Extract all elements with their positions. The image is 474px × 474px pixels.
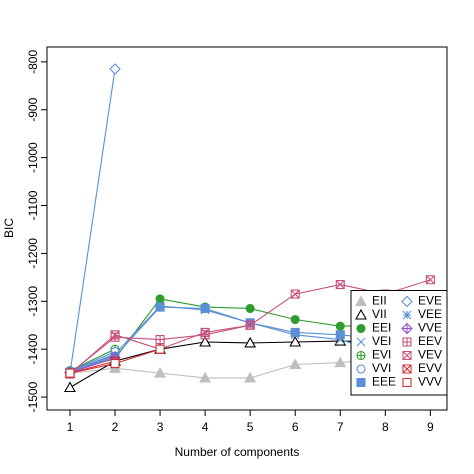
legend-label: VEI [372,334,391,348]
x-tick-label: 3 [157,420,164,434]
legend-marker [356,377,366,388]
x-tick-label: 4 [202,420,209,434]
y-tick-label: -1300 [26,286,40,317]
y-tick-label: -1200 [26,238,40,269]
point-marker [290,327,300,337]
legend-label: VEE [418,307,442,321]
point-marker [425,275,435,285]
y-tick-label: -1100 [26,190,40,220]
series-line [69,357,116,374]
legend-marker [356,337,366,347]
legend-box [350,290,448,396]
legend-label: VII [372,307,387,321]
legend-label: VEV [418,348,442,362]
plot-frame [46,46,448,411]
point-marker [199,371,212,383]
legend-marker [356,350,366,361]
point-marker [335,321,345,331]
legend-marker [355,308,367,320]
point-marker [335,330,345,340]
legend-marker [401,322,413,335]
point-marker [245,303,255,314]
x-axis-label: Number of components [175,445,300,459]
point-marker [334,356,347,368]
y-axis-label: BIC [2,218,16,238]
point-marker [200,327,210,337]
point-marker [65,368,75,378]
legend-marker [401,295,413,308]
point-marker [155,344,165,354]
legend-marker [356,364,366,374]
point-marker [289,358,302,370]
point-marker [199,335,212,347]
x-tick-label: 2 [112,420,119,434]
legend-marker [355,295,367,307]
x-tick-label: 8 [382,420,389,434]
point-marker [155,294,165,304]
point-marker [109,63,121,75]
legend-label: EEV [418,334,442,348]
point-marker [244,371,257,383]
point-marker [155,302,165,312]
legend-label: EEE [372,375,396,389]
point-marker [200,303,210,314]
x-tick-label: 6 [292,420,299,434]
legend-label: VVE [418,321,442,335]
point-marker [245,320,255,330]
legend-marker [356,323,366,334]
point-marker [335,279,345,290]
x-tick-label: 1 [67,420,74,434]
point-marker [290,289,300,299]
legend-label: VVV [418,375,442,389]
point-marker [110,358,120,369]
y-tick-label: -1400 [26,334,40,365]
point-marker [244,336,257,348]
legend-marker [402,377,412,388]
legend-marker [402,337,412,347]
legend-marker [402,310,412,320]
point-marker [289,335,302,347]
point-marker [155,335,165,345]
y-tick-label: -800 [26,50,40,74]
y-tick-label: -900 [26,97,40,121]
legend-label: EVI [372,348,391,362]
x-tick-label: 5 [247,420,254,434]
point-marker [64,381,76,393]
y-tick-label: -1000 [26,142,40,173]
legend-marker [402,364,412,374]
series-line [69,354,116,373]
legend-label: EEI [372,321,391,335]
y-tick-label: -1500 [26,381,40,412]
legend-label: EII [372,294,387,308]
legend-label: VVI [372,361,391,375]
legend-marker [402,350,412,361]
legend-label: EVV [418,361,442,375]
point-marker [154,366,166,378]
point-marker [110,330,120,340]
point-marker [290,314,300,325]
x-tick-label: 9 [427,420,434,434]
x-tick-label: 7 [337,420,344,434]
legend-label: EVE [418,294,442,308]
series-line [69,68,116,374]
